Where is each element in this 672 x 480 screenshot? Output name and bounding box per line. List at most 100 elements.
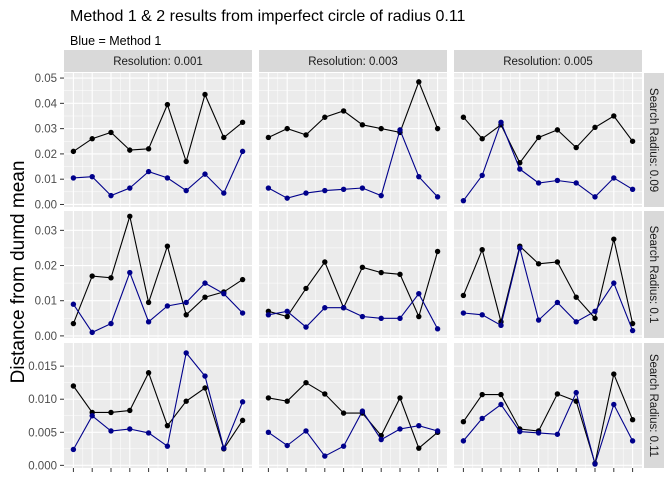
method1-point [378,436,384,443]
method1-point [183,187,189,194]
method1-point [629,438,636,444]
method1-point [611,280,617,286]
method2-point [89,136,95,142]
row-strip [644,211,664,338]
method2-point [239,119,246,126]
method1-point [303,324,309,330]
method1-point [202,373,208,379]
method1-point [322,305,328,311]
method2-point [359,264,366,270]
method1-point [183,299,189,306]
y-tick-label: 0.02 [35,261,57,273]
method2-line [268,382,438,450]
method2-line [462,372,634,464]
y-axis-title: Distance from dumd mean [8,161,29,384]
method1-point [554,431,561,437]
method2-point [202,385,208,391]
y-tick-label: 0.010 [28,394,57,406]
method1-point [127,426,133,432]
method1-point [202,171,208,177]
y-tick-label: 0.03 [35,225,57,237]
method2-point [303,379,309,386]
method2-point [359,122,366,128]
method1-point [340,305,347,311]
method1-point [498,401,504,408]
method1-point [416,422,422,429]
y-tick-label: 0.000 [28,460,57,472]
method2-point [434,248,441,255]
method1-point [265,185,272,191]
method2-point [127,407,133,414]
method2-point [397,395,403,401]
method1-point [89,413,95,419]
method1-point [573,319,579,325]
method1-point [221,290,227,297]
method1-point [127,269,133,276]
method1-point [592,461,598,467]
method1-point [498,322,504,329]
method1-point [378,315,384,321]
method2-point [629,320,636,327]
method2-point [322,391,328,397]
method2-point [183,312,189,318]
method2-point [498,391,504,398]
method2-point [70,320,77,327]
method2-point [202,294,208,300]
method2-point [573,144,579,151]
method1-point [183,350,189,356]
method2-point [479,136,485,142]
method2-point [479,391,485,398]
method1-point [284,442,290,449]
method1-point [145,319,152,325]
method1-point [434,194,441,200]
method1-point [221,445,227,451]
method2-point [265,134,272,141]
method1-point [265,429,272,435]
method2-point [183,158,189,165]
method2-point [416,445,422,451]
row-strip [644,343,664,468]
method2-point [108,409,114,416]
method2-point [239,417,246,424]
method1-point [284,308,290,314]
method1-point [202,280,208,286]
method2-point [284,398,290,404]
method1-point [70,301,77,307]
method1-point [554,177,561,184]
method1-point [629,186,636,193]
method2-point [434,125,441,132]
method2-point [284,125,290,132]
method2-point [70,148,77,155]
y-tick-label: 0.04 [35,98,58,110]
method1-point [416,173,422,180]
method2-point [322,114,328,120]
method1-point [517,428,523,435]
chart-subtitle: Blue = Method 1 [70,34,162,48]
method1-point [239,148,246,155]
method1-point [460,438,467,444]
method1-point [145,430,152,436]
y-tick-label: 0.01 [35,296,57,308]
method1-point [164,303,171,309]
column-strip-label: Resolution: 0.003 [308,56,398,68]
method1-line [72,351,244,450]
method2-point [108,129,114,136]
method1-point [70,446,77,453]
column-strip-label: Resolution: 0.005 [503,56,593,68]
method1-point [517,245,523,251]
method2-point [284,313,290,320]
method2-point [611,236,617,242]
method1-point [164,175,171,181]
method1-point [535,430,542,436]
method2-point [611,113,617,119]
method1-point [303,428,309,434]
method1-line [463,247,634,331]
method1-point [535,180,542,186]
method1-line [268,292,439,330]
method1-point [359,408,366,414]
method1-point [434,428,441,434]
method1-point [145,168,152,175]
method2-point [535,134,542,141]
y-tick-label: 0.00 [35,331,57,343]
method2-point [460,114,467,120]
